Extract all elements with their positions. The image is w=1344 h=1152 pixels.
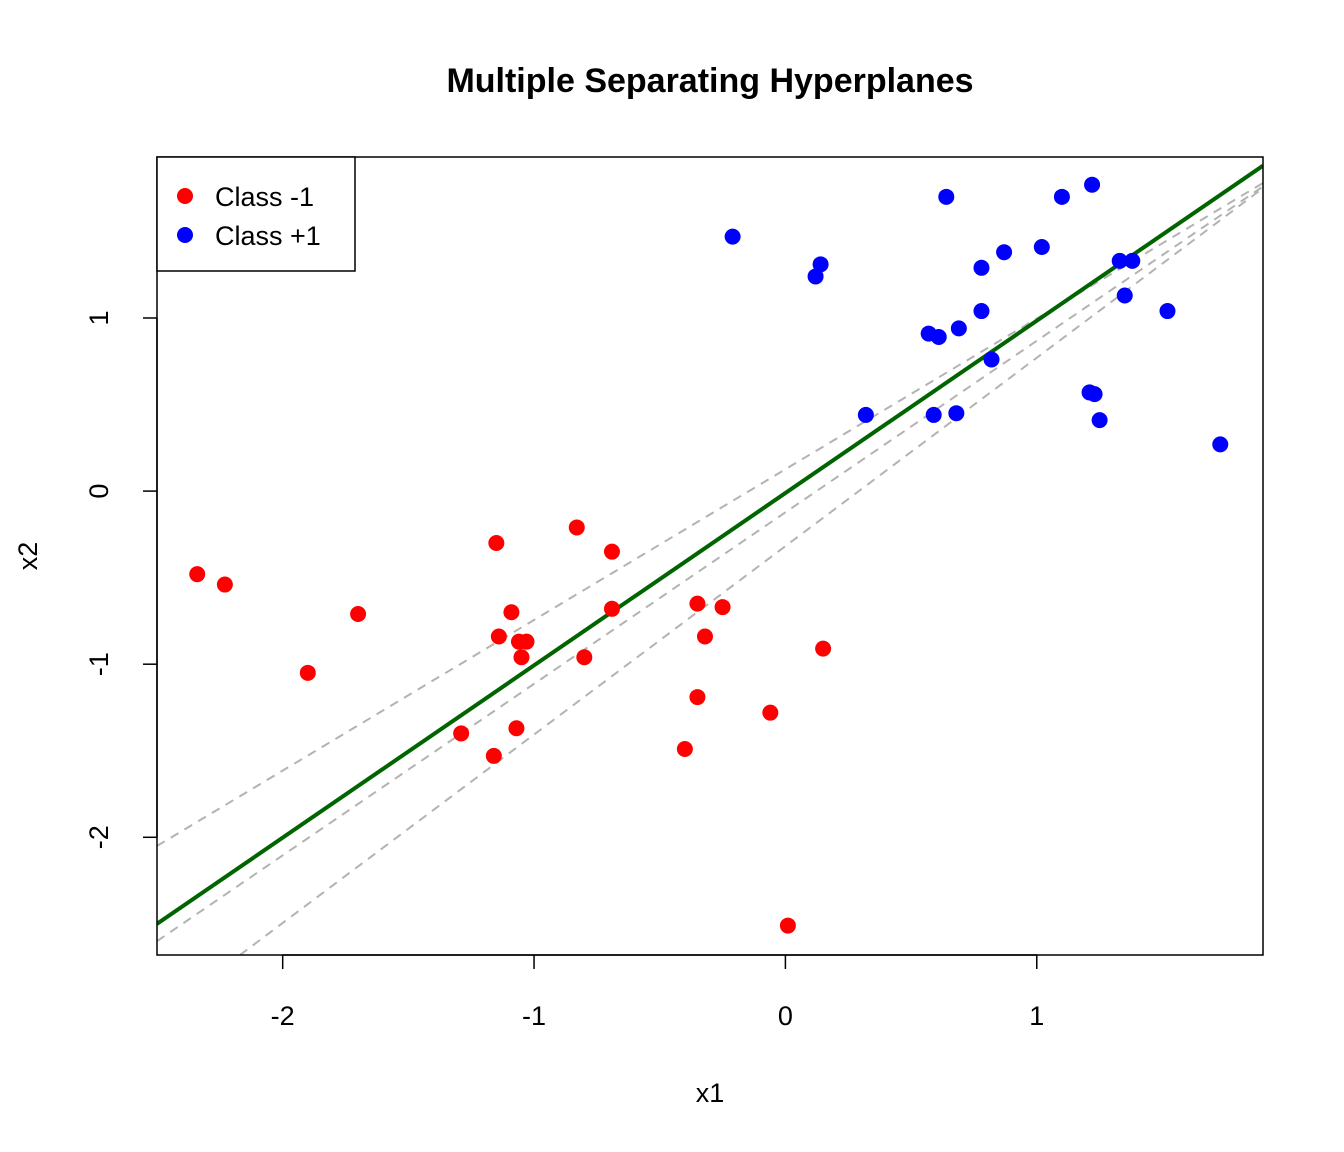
point-class-neg — [603, 543, 620, 560]
point-class-pos — [1159, 303, 1176, 320]
point-class-neg — [216, 576, 233, 593]
alternative-hyperplane-line — [239, 187, 1263, 955]
point-class-pos — [1053, 188, 1070, 205]
point-class-neg — [603, 600, 620, 617]
point-class-pos — [973, 259, 990, 276]
x-tick-label: 0 — [778, 1001, 793, 1031]
point-class-pos — [1111, 252, 1128, 269]
x-tick-label: -2 — [271, 1001, 295, 1031]
point-class-pos — [996, 244, 1013, 261]
point-class-pos — [950, 320, 967, 337]
point-class-neg — [714, 599, 731, 616]
point-class-neg — [453, 725, 470, 742]
x-axis-label: x1 — [696, 1078, 725, 1108]
point-class-neg — [689, 689, 706, 706]
point-class-neg — [189, 566, 206, 583]
point-class-pos — [973, 303, 990, 320]
point-class-pos — [1086, 386, 1103, 403]
y-tick-label: 1 — [84, 310, 114, 325]
y-axis: -2 -1 0 1 — [84, 310, 158, 849]
point-class-neg — [779, 917, 796, 934]
x-axis: -2 -1 0 1 — [271, 954, 1044, 1031]
legend-marker-class-pos — [177, 227, 193, 243]
alternative-hyperplane-line — [157, 185, 1263, 942]
legend: Class -1 Class +1 — [156, 156, 356, 272]
point-class-neg — [815, 640, 832, 657]
point-class-pos — [938, 188, 955, 205]
point-class-pos — [948, 405, 965, 422]
point-class-pos — [857, 406, 874, 423]
y-tick-label: -2 — [84, 825, 114, 849]
point-class-neg — [568, 519, 585, 536]
plot-frame — [156, 156, 1264, 956]
legend-label-class-neg: Class -1 — [215, 182, 314, 212]
point-class-neg — [518, 633, 535, 650]
point-class-neg — [485, 747, 502, 764]
point-class-pos — [930, 329, 947, 346]
y-tick-label: 0 — [84, 484, 114, 499]
point-class-neg — [488, 535, 505, 552]
point-class-neg — [513, 649, 530, 666]
point-class-neg — [696, 628, 713, 645]
point-class-pos — [1091, 412, 1108, 429]
point-class-pos — [807, 268, 824, 285]
chart-title: Multiple Separating Hyperplanes — [446, 62, 973, 100]
point-class-pos — [1212, 436, 1229, 453]
alternative-hyperplane-line — [157, 182, 1263, 847]
point-class-neg — [299, 664, 316, 681]
point-class-neg — [503, 604, 520, 621]
legend-label-class-pos: Class +1 — [215, 221, 321, 251]
point-class-neg — [508, 720, 525, 737]
point-class-neg — [490, 628, 507, 645]
point-class-neg — [350, 605, 367, 622]
x-tick-label: -1 — [522, 1001, 546, 1031]
point-class-pos — [983, 351, 1000, 368]
y-tick-label: -1 — [84, 652, 114, 676]
y-axis-label: x2 — [13, 542, 43, 571]
point-class-pos — [812, 256, 829, 273]
point-class-neg — [762, 704, 779, 721]
point-class-neg — [676, 741, 693, 758]
hyperplane-lines — [157, 164, 1263, 955]
point-class-pos — [925, 406, 942, 423]
point-class-neg — [689, 595, 706, 612]
point-class-neg — [576, 649, 593, 666]
point-class-pos — [724, 228, 741, 245]
point-class-pos — [1116, 287, 1133, 304]
point-class-pos — [1124, 252, 1141, 269]
point-class-pos — [1084, 176, 1101, 193]
main-hyperplane-line — [157, 164, 1263, 926]
data-points — [189, 176, 1229, 934]
legend-marker-class-neg — [177, 188, 193, 204]
point-class-pos — [1033, 239, 1050, 256]
x-tick-label: 1 — [1029, 1001, 1044, 1031]
legend-box — [156, 156, 356, 272]
